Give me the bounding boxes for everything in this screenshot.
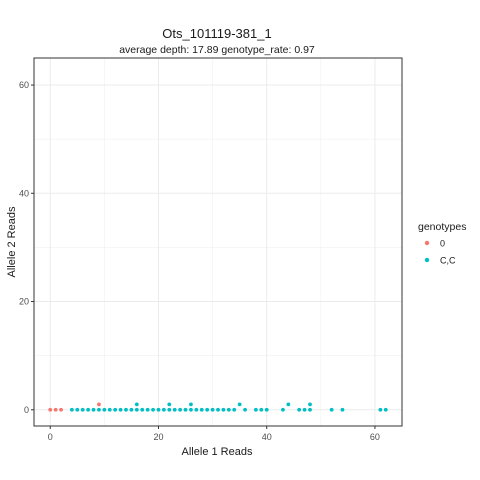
data-point-genotype-cc xyxy=(183,407,188,412)
data-point-genotype-0 xyxy=(53,407,58,412)
y-tick-label: 60 xyxy=(19,80,29,90)
data-point-genotype-cc xyxy=(156,407,161,412)
data-point-genotype-cc xyxy=(91,407,96,412)
data-point-genotype-cc xyxy=(232,407,237,412)
data-point-genotype-cc xyxy=(167,402,172,407)
legend-key-genotype-0 xyxy=(424,240,430,246)
legend-label: 0 xyxy=(440,239,445,249)
data-point-genotype-cc xyxy=(134,402,139,407)
data-point-genotype-cc xyxy=(205,407,210,412)
data-point-genotype-cc xyxy=(221,407,226,412)
data-point-genotype-0 xyxy=(59,407,63,412)
data-point-genotype-cc xyxy=(151,407,155,412)
y-tick-label: 40 xyxy=(19,188,29,198)
data-points xyxy=(48,402,388,412)
data-point-genotype-cc xyxy=(259,407,264,412)
data-point-genotype-cc xyxy=(383,407,388,412)
data-point-genotype-cc xyxy=(118,407,123,412)
x-axis-label: Allele 1 Reads xyxy=(182,446,253,458)
data-point-genotype-cc xyxy=(308,402,312,407)
x-tick-label: 60 xyxy=(370,432,380,442)
x-tick-label: 20 xyxy=(153,432,163,442)
legend-items: 0 C,C xyxy=(424,239,456,266)
data-point-genotype-cc xyxy=(237,402,242,407)
data-point-genotype-cc xyxy=(308,407,312,412)
data-point-genotype-cc xyxy=(172,407,177,412)
data-point-genotype-cc xyxy=(281,407,285,412)
data-point-genotype-cc xyxy=(140,407,145,412)
x-tick-label: 40 xyxy=(262,432,272,442)
data-point-genotype-cc xyxy=(199,407,204,412)
data-point-genotype-cc xyxy=(69,407,74,412)
legend-label: C,C xyxy=(440,256,456,266)
data-point-genotype-cc xyxy=(107,407,112,412)
data-point-genotype-cc xyxy=(329,407,334,412)
data-point-genotype-cc xyxy=(194,407,199,412)
minor-gridlines xyxy=(34,58,402,426)
data-point-genotype-cc xyxy=(145,407,150,412)
data-point-genotype-cc xyxy=(129,407,134,412)
data-point-genotype-cc xyxy=(189,407,193,412)
chart-title: Ots_101119-381_1 xyxy=(162,26,271,41)
legend-key-genotype-cc xyxy=(424,257,430,263)
data-point-genotype-cc xyxy=(378,407,383,412)
data-point-genotype-cc xyxy=(113,407,118,412)
legend: genotypes 0 C,C xyxy=(418,221,466,266)
data-point-genotype-cc xyxy=(124,407,128,412)
data-point-genotype-cc xyxy=(102,407,107,412)
data-point-genotype-cc xyxy=(297,407,302,412)
data-point-genotype-0 xyxy=(48,407,53,412)
data-point-genotype-cc xyxy=(340,407,345,412)
data-point-genotype-cc xyxy=(167,407,172,412)
data-point-genotype-cc xyxy=(80,407,85,412)
y-axis: 0 20 40 60 xyxy=(19,80,34,415)
plot-panel xyxy=(33,57,403,427)
x-axis: 0 20 40 60 xyxy=(48,426,380,442)
y-tick-label: 0 xyxy=(24,405,29,415)
data-point-genotype-cc xyxy=(161,407,166,412)
data-point-genotype-cc xyxy=(86,407,91,412)
panel-border xyxy=(33,57,403,427)
data-point-genotype-cc xyxy=(210,407,215,412)
chart-subtitle: average depth: 17.89 genotype_rate: 0.97 xyxy=(119,44,315,56)
legend-title: genotypes xyxy=(418,221,466,233)
data-point-genotype-cc xyxy=(286,402,291,407)
data-point-genotype-cc xyxy=(97,407,101,412)
y-tick-label: 20 xyxy=(19,297,29,307)
data-point-genotype-cc xyxy=(134,407,139,412)
data-point-genotype-cc xyxy=(178,407,183,412)
data-point-genotype-cc xyxy=(75,407,80,412)
data-point-genotype-cc xyxy=(302,407,307,412)
data-point-genotype-cc xyxy=(216,407,220,412)
data-point-genotype-cc xyxy=(253,407,258,412)
x-tick-label: 0 xyxy=(48,432,53,442)
data-point-genotype-cc xyxy=(189,402,193,407)
data-point-genotype-cc xyxy=(264,407,269,412)
y-axis-label: Allele 2 Reads xyxy=(6,206,18,277)
data-point-genotype-0 xyxy=(97,402,101,407)
data-point-genotype-cc xyxy=(226,407,231,412)
panel-background xyxy=(34,58,402,426)
data-point-genotype-cc xyxy=(243,407,247,412)
